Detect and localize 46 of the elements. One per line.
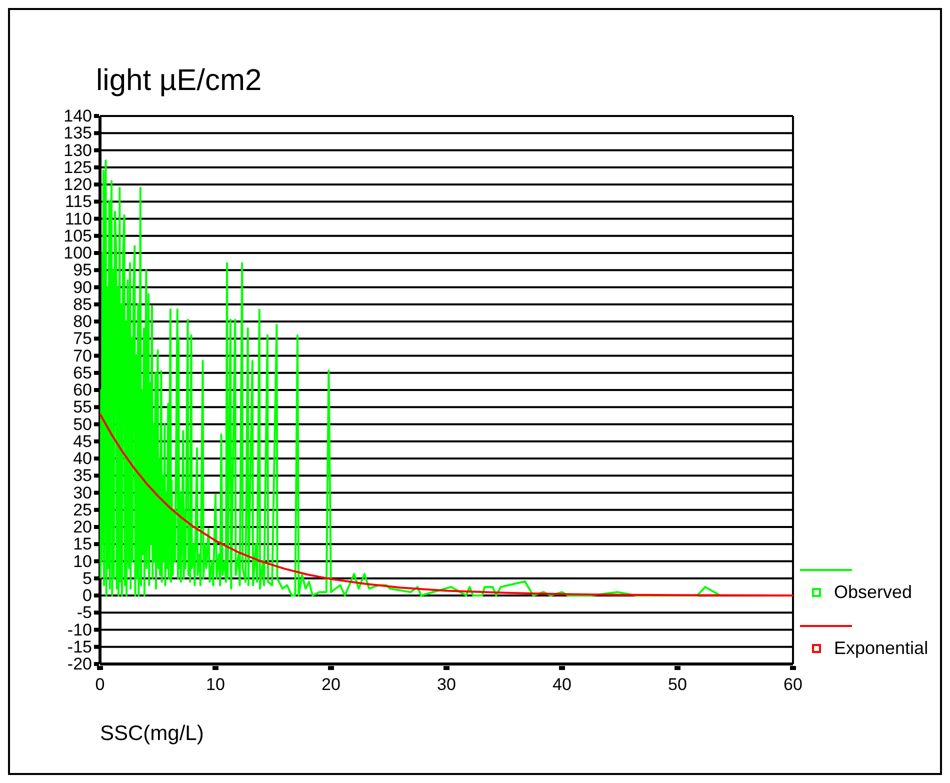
y-tick-label: 25: [73, 500, 92, 520]
y-tick-label: 105: [64, 226, 92, 246]
y-tick-label: -5: [76, 603, 92, 622]
x-axis-title: SSC(mg/L): [100, 722, 204, 745]
line-series: [99, 412, 794, 596]
y-tick-label: 75: [73, 329, 92, 348]
chart-title: light µE/cm2: [96, 64, 262, 97]
y-tick-label: 0: [82, 586, 92, 605]
y-tick-label: 15: [73, 534, 92, 554]
y-tick-label: 80: [73, 312, 92, 331]
y-tick-label: 100: [64, 244, 92, 262]
x-tick-label: 0: [95, 675, 105, 694]
y-tick-label: 110: [64, 209, 92, 228]
line-series: [100, 160, 722, 596]
y-tick-label: 70: [73, 346, 92, 366]
y-tick-label: 20: [73, 518, 92, 536]
y-tick-label: 115: [64, 192, 92, 212]
y-tick-label: 120: [64, 175, 92, 194]
y-tick-label: 95: [73, 260, 92, 280]
x-tick-label: 10: [206, 675, 225, 694]
x-tick-label: 60: [784, 675, 802, 694]
y-tick-label: 65: [73, 363, 92, 382]
x-tick-label: 20: [322, 675, 340, 694]
y-tick-label: 45: [73, 432, 92, 451]
y-tick-label: 35: [73, 466, 92, 486]
y-tick-label: 40: [73, 449, 92, 468]
y-tick-label: 55: [73, 398, 92, 417]
y-tick-label: 60: [73, 380, 92, 400]
x-tick-label: 50: [668, 675, 687, 694]
legend-label: Exponential: [834, 638, 928, 658]
legend-label: Observed: [834, 582, 912, 602]
y-tick-label: 140: [64, 106, 92, 126]
y-tick-label: 135: [64, 124, 92, 143]
x-tick-label: 40: [552, 675, 572, 694]
y-tick-label: 30: [73, 483, 92, 502]
y-tick-label: 130: [64, 140, 92, 160]
y-tick-label: -20: [67, 654, 92, 674]
y-tick-label: 5: [82, 568, 92, 588]
y-tick-label: 90: [73, 278, 92, 297]
y-tick-label: 125: [64, 158, 92, 177]
x-tick-label: 30: [437, 675, 456, 694]
y-tick-label: 10: [73, 552, 92, 571]
y-tick-label: 50: [73, 414, 92, 434]
y-tick-label: -10: [67, 620, 92, 640]
y-tick-label: 85: [73, 294, 92, 314]
y-tick-label: -15: [67, 637, 92, 656]
